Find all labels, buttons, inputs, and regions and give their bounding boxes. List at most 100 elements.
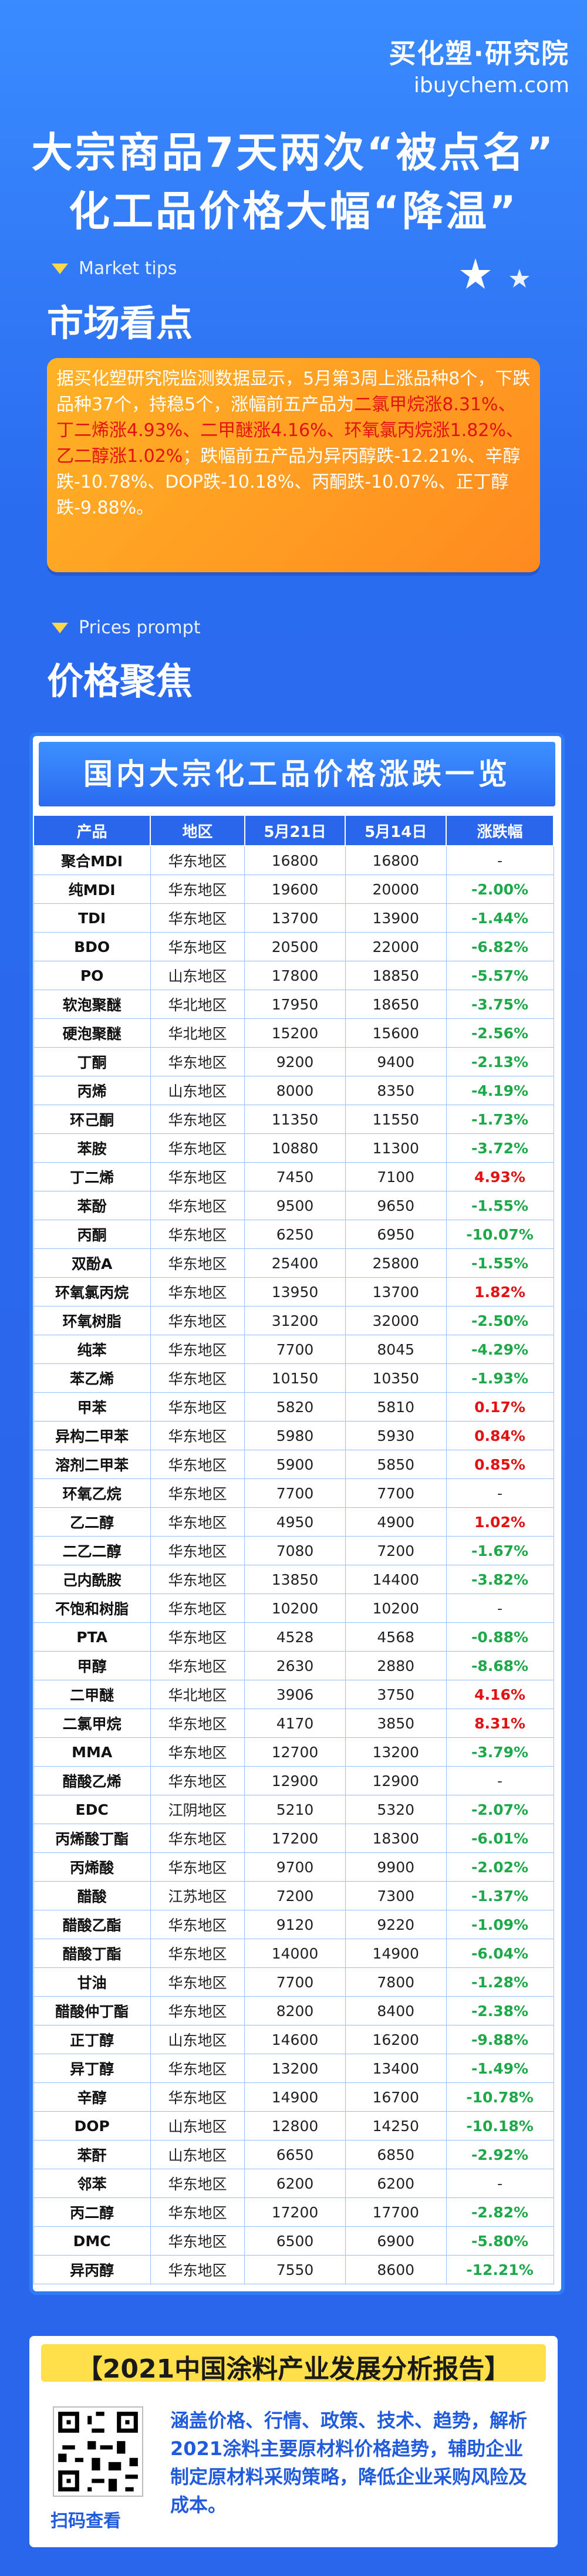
tips-text-segment: ；跌幅前五产品为异丙醇跌-12.21%、辛醇跌-10.78%、DOP跌-10.1… [56, 446, 521, 518]
region-cell: 华东地区 [150, 1421, 245, 1450]
table-row: 纯MDI 华东地区 19600 20000 -2.00% [33, 875, 554, 904]
product-cell: 纯苯 [33, 1335, 151, 1364]
price-current-cell: 5820 [244, 1392, 346, 1422]
report-description: 涵盖价格、行情、政策、技术、趋势，解析2021涂料主要原材料价格趋势，辅助企业制… [170, 2409, 528, 2516]
triangle-icon [52, 263, 68, 274]
table-row: 溶剂二甲苯 华东地区 5900 5850 0.85% [33, 1450, 554, 1479]
price-current-cell: 9120 [244, 1910, 346, 1939]
price-current-cell: 10880 [244, 1133, 346, 1163]
table-row: 醋酸乙烯 华东地区 12900 12900- [33, 1766, 554, 1795]
market-tips-text: 据买化塑研究院监测数据显示，5月第3周上涨品种8个，下跌品种37个，持稳5个，涨… [56, 366, 531, 521]
table-row: 己内酰胺 华东地区 13850 14400 -3.82% [33, 1565, 554, 1594]
price-current-cell: 17200 [244, 1824, 346, 1853]
table-row: 苯酚 华东地区 9500 9650 -1.55% [33, 1191, 554, 1220]
price-current-cell: 2630 [244, 1651, 346, 1680]
table-row: 丙二醇 华东地区 17200 17700 -2.82% [33, 2197, 554, 2227]
region-cell: 山东地区 [150, 2111, 245, 2141]
product-cell: 甲醇 [33, 1651, 151, 1680]
market-title-text: 市场看点 [47, 302, 193, 345]
product-cell: 丙烯酸 [33, 1852, 151, 1882]
product-cell: 苯胺 [33, 1133, 151, 1163]
qr-label: 扫码查看 [50, 2511, 121, 2531]
table-row: 乙二醇 华东地区 4950 4900 1.02% [33, 1507, 554, 1537]
column-header: 地区 [150, 815, 245, 846]
report-card[interactable]: 【2021中国涂料产业发展分析报告】 扫码查看 涵盖价格、行情、政策、技术、趋势… [29, 2336, 558, 2547]
price-current-cell: 5210 [244, 1795, 346, 1824]
price-previous-cell: 6900 [345, 2226, 447, 2256]
price-previous-cell: 20000 [345, 875, 447, 904]
qr-code-icon[interactable] [53, 2406, 143, 2497]
price-previous-cell: 9650 [345, 1191, 447, 1220]
price-current-cell: 6650 [244, 2140, 346, 2169]
table-row: 软泡聚醚 华北地区 17950 18650 -3.75% [33, 990, 554, 1019]
table-row: MMA 华东地区 12700 13200 -3.79% [33, 1737, 554, 1767]
product-cell: MMA [33, 1737, 151, 1767]
change-cell: - [446, 845, 554, 875]
tips-text-segment: 据买化塑研究院监测数据显示，5月第3周上涨品种8个，下跌品种37个，持稳5个，涨… [56, 369, 531, 415]
table-row: 苯酐 山东地区 6650 6850 -2.92% [33, 2140, 554, 2169]
region-cell: 华东地区 [150, 1536, 245, 1565]
price-current-cell: 12800 [244, 2111, 346, 2141]
price-current-cell: 10200 [244, 1593, 346, 1623]
prices-title: 价格聚焦 [47, 651, 193, 704]
price-current-cell: 9700 [244, 1852, 346, 1882]
product-cell: 环氧树脂 [33, 1306, 151, 1335]
table-row: 环氧树脂 华东地区 31200 32000 -2.50% [33, 1306, 554, 1335]
product-cell: 双酚A [33, 1248, 151, 1278]
price-current-cell: 15200 [244, 1018, 346, 1048]
price-previous-cell: 18850 [345, 961, 447, 990]
region-cell: 华东地区 [150, 1478, 245, 1508]
region-cell: 华北地区 [150, 1018, 245, 1048]
region-cell: 华东地区 [150, 1047, 245, 1076]
product-cell: EDC [33, 1795, 151, 1824]
region-cell: 华东地区 [150, 1133, 245, 1163]
change-cell: -10.78% [446, 2082, 554, 2112]
region-cell: 华东地区 [150, 1651, 245, 1680]
product-cell: DMC [33, 2226, 151, 2256]
table-row: 丁酮 华东地区 9200 9400 -2.13% [33, 1047, 554, 1076]
table-row: BDO 华东地区 20500 22000 -6.82% [33, 932, 554, 961]
change-cell: -4.29% [446, 1335, 554, 1364]
price-current-cell: 11350 [244, 1105, 346, 1134]
column-header: 5月21日 [244, 815, 346, 846]
product-cell: 甘油 [33, 1967, 151, 1997]
change-cell: -2.00% [446, 875, 554, 904]
region-cell: 华东地区 [150, 1191, 245, 1220]
table-row: 二甲醚 华北地区 3906 3750 4.16% [33, 1680, 554, 1709]
region-cell: 华东地区 [150, 932, 245, 961]
price-current-cell: 8000 [244, 1076, 346, 1105]
price-current-cell: 7450 [244, 1162, 346, 1191]
brand-logo: 买化塑·研究院 ibuychem.com [389, 32, 569, 97]
price-previous-cell: 8045 [345, 1335, 447, 1364]
table-row: 苯乙烯 华东地区 10150 10350 -1.93% [33, 1363, 554, 1393]
price-previous-cell: 2880 [345, 1651, 447, 1680]
region-cell: 华东地区 [150, 1162, 245, 1191]
table-row: 二乙二醇 华东地区 7080 7200 -1.67% [33, 1536, 554, 1565]
price-current-cell: 6200 [244, 2169, 346, 2198]
price-previous-cell: 16700 [345, 2082, 447, 2112]
table-row: 醋酸 江苏地区 7200 7300 -1.37% [33, 1881, 554, 1910]
region-cell: 华东地区 [150, 1766, 245, 1795]
table-row: 聚合MDI 华东地区 16800 16800- [33, 845, 554, 875]
product-cell: 苯酐 [33, 2140, 151, 2169]
price-previous-cell: 15600 [345, 1018, 447, 1048]
product-cell: 醋酸乙烯 [33, 1766, 151, 1795]
change-cell: -0.88% [446, 1622, 554, 1652]
product-cell: 丁酮 [33, 1047, 151, 1076]
price-current-cell: 12900 [244, 1766, 346, 1795]
product-cell: 纯MDI [33, 875, 151, 904]
price-previous-cell: 8400 [345, 1996, 447, 2025]
product-cell: 异构二甲苯 [33, 1421, 151, 1450]
price-current-cell: 9500 [244, 1191, 346, 1220]
price-table-card: 国内大宗化工品价格涨跌一览 产品 地区 5月21日 5月14日 涨跌幅 聚合MDI 华东地… [29, 732, 565, 2295]
change-cell: -5.80% [446, 2226, 554, 2256]
change-cell: 4.16% [446, 1680, 554, 1709]
price-current-cell: 7700 [244, 1478, 346, 1508]
price-previous-cell: 14900 [345, 1939, 447, 1968]
product-cell: 丙烯 [33, 1076, 151, 1105]
change-cell: - [446, 2169, 554, 2198]
change-cell: -3.79% [446, 1737, 554, 1767]
region-cell: 华东地区 [150, 1910, 245, 1939]
region-cell: 华东地区 [150, 2082, 245, 2112]
price-previous-cell: 7200 [345, 1536, 447, 1565]
